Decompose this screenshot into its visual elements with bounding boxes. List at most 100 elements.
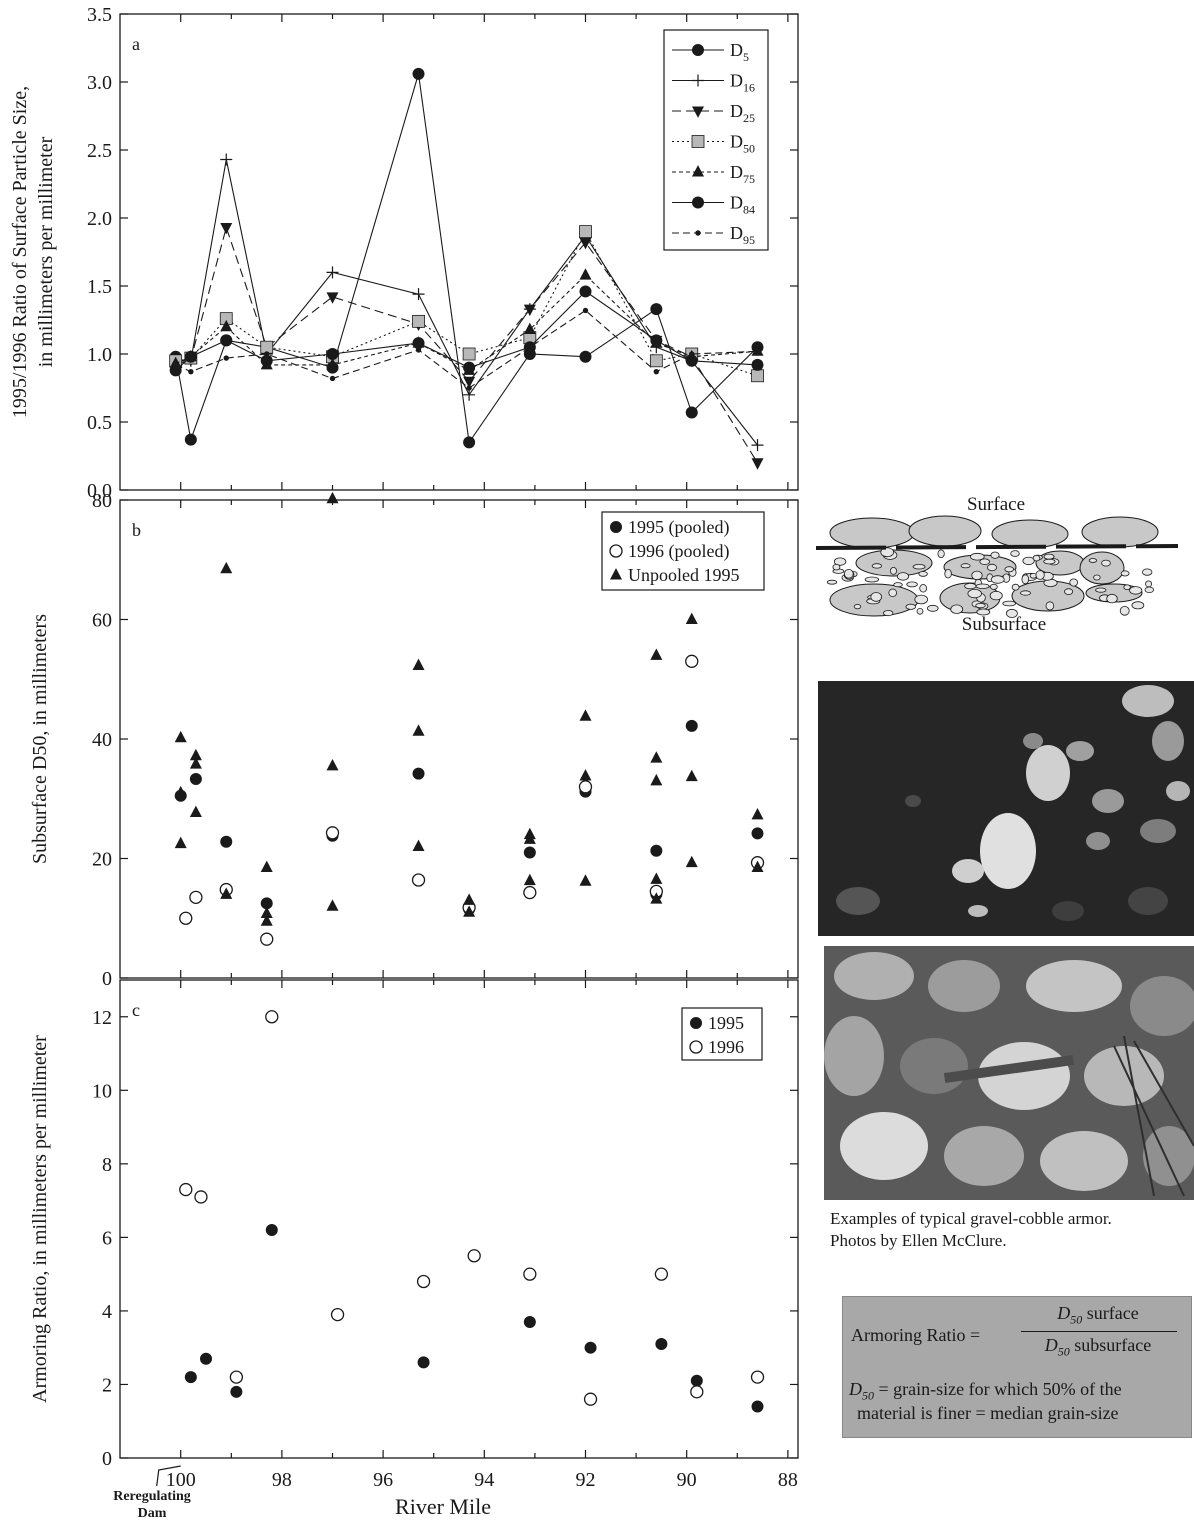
data-point-D50 bbox=[462, 347, 476, 361]
data-point-1996 bbox=[583, 1392, 598, 1406]
formula-numerator-symbol: D bbox=[1057, 1303, 1071, 1323]
legend-sub: 75 bbox=[743, 172, 755, 186]
data-point-D95 bbox=[188, 368, 194, 375]
legend-marker-D50 bbox=[691, 135, 705, 148]
schematic-small-particle bbox=[1006, 608, 1018, 618]
photo-caption-line-2: Photos by Ellen McClure. bbox=[830, 1231, 1007, 1250]
data-point-1995 bbox=[584, 1341, 597, 1354]
schematic-small-particle bbox=[890, 567, 898, 575]
legend-box bbox=[601, 511, 765, 591]
schematic-small-particle bbox=[960, 563, 971, 569]
x-axis-label: River Mile bbox=[395, 1494, 491, 1519]
data-point-D5 bbox=[685, 406, 698, 419]
schematic-small-particle bbox=[964, 582, 977, 590]
data-point-Unpooled-1995 bbox=[220, 561, 233, 574]
schematic-small-particle bbox=[990, 575, 1005, 584]
data-point-D25 bbox=[463, 376, 476, 389]
data-point-Unpooled-1995 bbox=[260, 914, 273, 926]
data-point-D84 bbox=[184, 350, 197, 363]
gravel-photo-bottom bbox=[824, 946, 1194, 1200]
schematic-small-particle bbox=[1129, 586, 1143, 595]
schematic-small-particle bbox=[1002, 600, 1016, 607]
data-point-D25 bbox=[326, 292, 339, 304]
legend-marker-1995-pooled- bbox=[610, 521, 622, 533]
schematic-small-particle bbox=[1095, 587, 1107, 593]
data-point-1995 bbox=[184, 1371, 197, 1384]
schematic-small-particle bbox=[916, 607, 924, 615]
schematic-small-particle bbox=[888, 588, 897, 597]
y-tick-label: 8 bbox=[102, 1154, 112, 1176]
schematic-small-particle bbox=[989, 583, 998, 590]
data-point-D50 bbox=[751, 369, 764, 383]
data-point-1996-pooled- bbox=[189, 890, 203, 904]
data-point-Unpooled-1995 bbox=[412, 658, 425, 671]
formula-def-line-1-text: = grain-size for which 50% of the bbox=[874, 1379, 1122, 1399]
legend-marker-D84 bbox=[692, 196, 704, 209]
data-point-D84 bbox=[412, 337, 425, 350]
data-point-1995 bbox=[751, 1400, 764, 1413]
series-line-D25 bbox=[175, 225, 758, 464]
legend-marker-D16 bbox=[692, 74, 704, 87]
data-point-1996 bbox=[194, 1190, 208, 1204]
data-point-Unpooled-1995 bbox=[412, 839, 425, 852]
legend-marker-Unpooled-1995 bbox=[610, 568, 622, 580]
data-point-D84 bbox=[463, 361, 476, 374]
data-point-Unpooled-1995 bbox=[326, 491, 339, 504]
schematic-small-particle bbox=[1021, 574, 1030, 585]
data-point-Unpooled-1995 bbox=[260, 860, 273, 872]
y-tick-label: 1.5 bbox=[87, 276, 112, 298]
data-point-1996-pooled- bbox=[325, 826, 340, 840]
y-tick-label: 12 bbox=[92, 1007, 112, 1029]
schematic-small-particle bbox=[853, 603, 862, 610]
schematic-small-particle bbox=[944, 569, 952, 579]
schematic-surface-line bbox=[815, 544, 1179, 550]
data-point-1996 bbox=[523, 1267, 537, 1281]
series-line-D95 bbox=[175, 309, 758, 389]
schematic-large-particle bbox=[908, 515, 982, 547]
legend-marker-1996 bbox=[689, 1040, 703, 1054]
schematic-small-particle bbox=[975, 583, 990, 589]
schematic-large-particle bbox=[829, 517, 915, 549]
data-point-D5 bbox=[579, 350, 592, 363]
data-point-Unpooled-1995 bbox=[685, 855, 698, 868]
legend-marker-1995 bbox=[690, 1017, 702, 1029]
data-point-D95 bbox=[582, 307, 589, 314]
data-point-1996 bbox=[229, 1370, 244, 1384]
x-tick-label: 96 bbox=[373, 1469, 393, 1491]
data-point-1996-pooled- bbox=[578, 780, 593, 794]
legend-sub: 50 bbox=[743, 142, 755, 156]
data-point-1996 bbox=[265, 1010, 279, 1024]
data-point-1996 bbox=[654, 1267, 669, 1281]
data-point-Unpooled-1995 bbox=[463, 893, 476, 905]
schematic-small-particle bbox=[843, 568, 854, 579]
y-tick-label: 10 bbox=[92, 1080, 112, 1102]
data-point-D84 bbox=[650, 334, 663, 347]
schematic-small-particle bbox=[883, 610, 894, 617]
x-tick-label: 88 bbox=[778, 1469, 798, 1491]
data-point-1995 bbox=[690, 1374, 703, 1387]
x-tick-label: 94 bbox=[474, 1469, 494, 1491]
schematic-small-particle bbox=[1119, 605, 1130, 616]
data-point-Unpooled-1995 bbox=[174, 730, 187, 743]
data-point-Unpooled-1995 bbox=[189, 805, 202, 817]
legend-marker-D25 bbox=[692, 106, 704, 118]
data-point-1995-pooled- bbox=[189, 773, 202, 786]
data-point-D95 bbox=[172, 362, 179, 368]
schematic-small-particle bbox=[832, 564, 841, 571]
formula-fraction-bar bbox=[1021, 1331, 1177, 1332]
series-line-D5 bbox=[175, 73, 758, 444]
panel-b-letter: b bbox=[132, 520, 141, 540]
data-point-1995 bbox=[523, 1315, 536, 1328]
y-tick-label: 2.0 bbox=[87, 208, 112, 230]
schematic-small-particle bbox=[870, 592, 882, 602]
formula-lhs: Armoring Ratio = bbox=[851, 1325, 981, 1345]
dam-annotation-line-1: Reregulating bbox=[113, 1489, 191, 1504]
data-point-D84 bbox=[169, 364, 182, 377]
data-point-D75 bbox=[523, 322, 536, 335]
data-point-1995-pooled- bbox=[751, 827, 764, 840]
panel-c-ylabel: Armoring Ratio, in millimeters per milli… bbox=[29, 1035, 51, 1403]
data-point-Unpooled-1995 bbox=[220, 887, 233, 899]
dam-annotation-line-2: Dam bbox=[138, 1506, 167, 1521]
data-point-Unpooled-1995 bbox=[650, 892, 663, 904]
schematic-small-particle bbox=[914, 594, 928, 605]
